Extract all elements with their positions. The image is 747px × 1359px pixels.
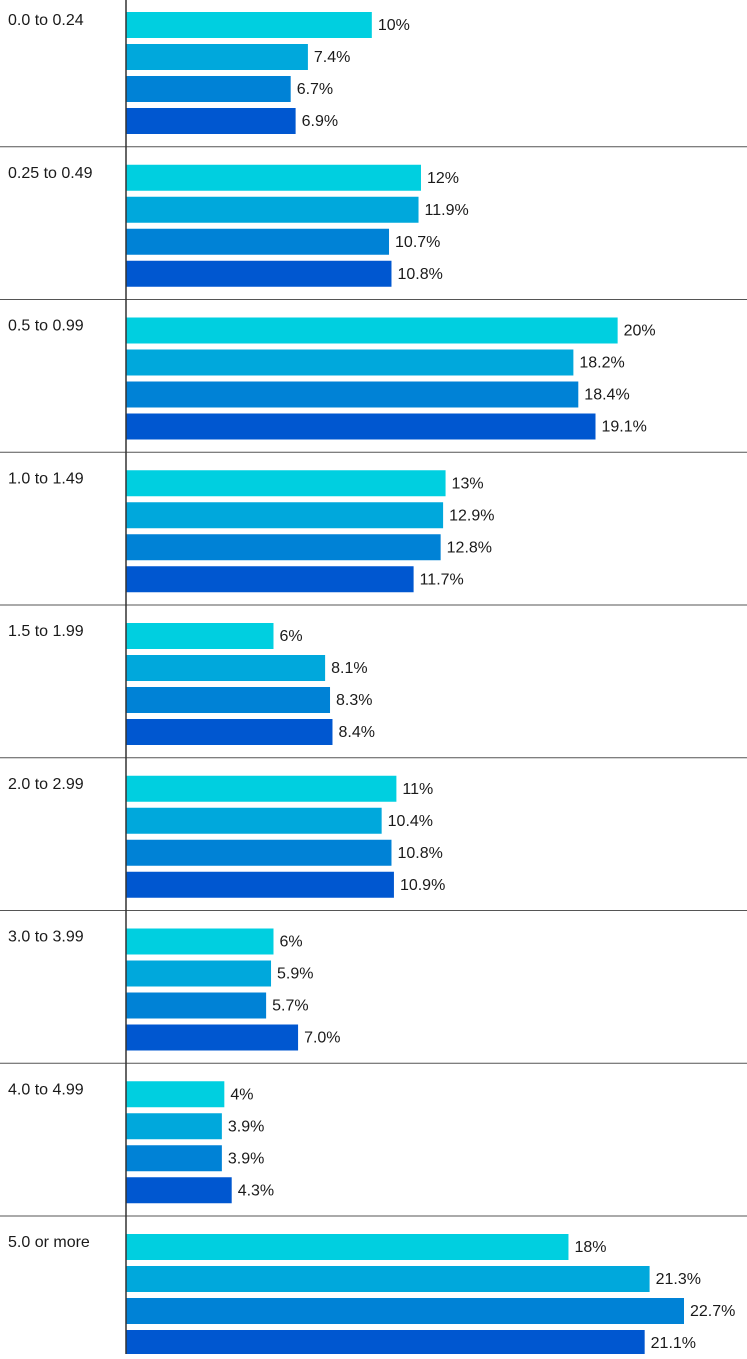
bar	[126, 534, 441, 561]
value-label: 10%	[378, 17, 410, 34]
value-label: 12.9%	[449, 507, 494, 524]
value-label: 6%	[279, 628, 302, 645]
bar	[126, 164, 421, 191]
category-label: 1.0 to 1.49	[8, 470, 84, 487]
bar	[126, 1234, 569, 1260]
value-label: 10.4%	[388, 813, 433, 830]
bar	[126, 1177, 232, 1204]
category-label: 5.0 or more	[8, 1234, 90, 1251]
category-label: 0.5 to 0.99	[8, 318, 84, 335]
bar	[126, 807, 382, 834]
bar	[126, 928, 274, 955]
bar	[126, 839, 392, 866]
value-label: 12.8%	[447, 539, 492, 556]
bar	[126, 687, 331, 713]
bar	[126, 381, 579, 408]
value-label: 18%	[574, 1239, 606, 1256]
bar	[126, 623, 274, 649]
value-label: 7.0%	[304, 1030, 340, 1047]
value-label: 12%	[427, 170, 459, 187]
category-label: 4.0 to 4.99	[8, 1081, 84, 1098]
value-label: 8.4%	[338, 724, 374, 741]
value-label: 19.1%	[602, 419, 647, 436]
value-label: 11.7%	[420, 571, 464, 588]
bar	[126, 1024, 299, 1051]
bar	[126, 566, 414, 593]
bar	[126, 470, 446, 497]
bar	[126, 108, 296, 134]
bar	[126, 655, 326, 681]
value-label: 8.3%	[336, 692, 372, 709]
category-label: 1.5 to 1.99	[8, 623, 84, 640]
value-label: 6.7%	[297, 81, 333, 98]
bar	[126, 44, 308, 70]
value-label: 11.9%	[425, 202, 469, 219]
value-label: 11%	[402, 781, 433, 798]
value-label: 18.4%	[584, 387, 629, 404]
bar	[126, 317, 618, 344]
value-label: 20%	[624, 323, 656, 340]
value-label: 4%	[230, 1086, 253, 1103]
value-label: 3.9%	[228, 1150, 264, 1167]
bar	[126, 960, 272, 987]
bar	[126, 1330, 645, 1356]
category-label: 0.0 to 0.24	[8, 12, 84, 29]
bar	[126, 76, 291, 102]
value-label: 4.3%	[238, 1182, 274, 1199]
value-label: 10.7%	[395, 234, 440, 251]
category-label: 2.0 to 2.99	[8, 776, 84, 793]
value-label: 10.8%	[397, 845, 442, 862]
value-label: 5.7%	[272, 998, 308, 1015]
bar	[126, 1266, 650, 1292]
category-label: 0.25 to 0.49	[8, 165, 93, 182]
bar	[126, 992, 267, 1019]
bar	[126, 502, 444, 529]
value-label: 10.9%	[400, 877, 445, 894]
value-label: 3.9%	[228, 1118, 264, 1135]
value-label: 8.1%	[331, 660, 367, 677]
bar	[126, 260, 392, 287]
value-label: 6.9%	[302, 113, 338, 130]
value-label: 10.8%	[397, 266, 442, 283]
category-label: 3.0 to 3.99	[8, 929, 84, 946]
value-label: 5.9%	[277, 966, 313, 983]
bar	[126, 719, 333, 745]
bar	[126, 196, 419, 223]
bar	[126, 871, 394, 898]
bar	[126, 1145, 222, 1172]
value-label: 22.7%	[690, 1303, 735, 1320]
bar	[126, 12, 372, 38]
value-label: 7.4%	[314, 49, 350, 66]
bar	[126, 1081, 225, 1108]
value-label: 6%	[279, 934, 302, 951]
bar	[126, 228, 390, 255]
value-label: 21.3%	[656, 1271, 701, 1288]
bar	[126, 413, 596, 440]
value-label: 21.1%	[651, 1335, 696, 1352]
bar	[126, 775, 397, 802]
bar	[126, 1298, 684, 1324]
bar	[126, 349, 574, 376]
bar	[126, 1113, 222, 1140]
value-label: 18.2%	[579, 355, 624, 372]
value-label: 13%	[452, 475, 484, 492]
